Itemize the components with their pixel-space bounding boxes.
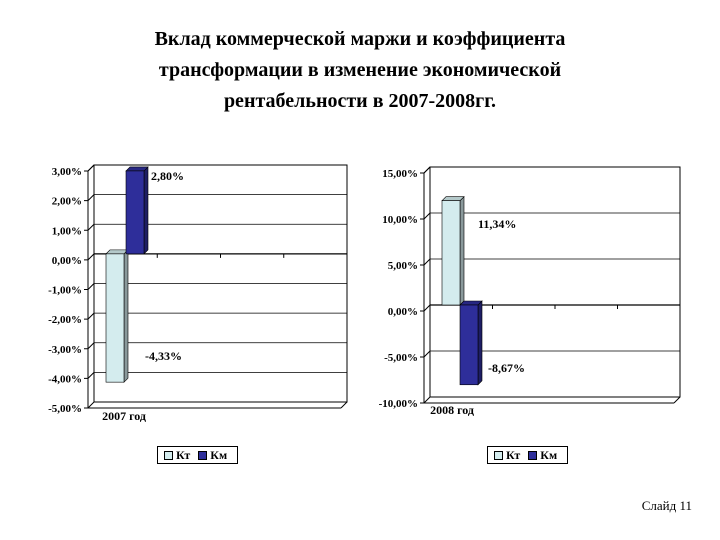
data-label-Км: -8,67%: [488, 361, 525, 375]
slide-number: Слайд 11: [641, 498, 692, 513]
bar-Кт: [441, 200, 461, 306]
gridline-depth: [87, 194, 95, 201]
title-line-3: рентабельности в 2007-2008гг.: [223, 90, 497, 112]
bar-Км: [459, 304, 479, 386]
data-label-Кт: -4,33%: [145, 349, 182, 363]
y-tick-label: -4,00%: [48, 373, 82, 385]
legend-2007: Кт Км: [157, 446, 239, 464]
bar-top-Кт: [441, 196, 465, 201]
x-category-label: 2008 год: [430, 403, 474, 417]
bar-side-Кт: [123, 249, 129, 383]
y-tick-label: -3,00%: [48, 344, 82, 356]
y-tick-label: 15,00%: [382, 168, 418, 180]
y-tick-label: 10,00%: [382, 214, 418, 226]
legend-swatch-km: [528, 450, 538, 460]
legend-label-kt: Кт: [506, 447, 521, 462]
data-label-Кт: 11,34%: [478, 217, 516, 231]
legend-label-km: Км: [210, 447, 228, 462]
gridline-depth: [87, 164, 95, 172]
bar-Кт: [105, 253, 125, 383]
y-tick-label: 2,00%: [52, 196, 82, 208]
y-tick-label: -5,00%: [384, 352, 418, 364]
legend-swatch-kt: [164, 450, 173, 460]
bar-side-Км: [477, 300, 483, 386]
legend-label-kt: Кт: [176, 447, 191, 462]
y-tick-label: 0,00%: [52, 255, 82, 267]
slide-title: Вклад коммерческой маржи и коэффициента …: [60, 24, 660, 117]
title-line-2: трансформации в изменение экономической: [158, 59, 562, 81]
gridline-depth: [87, 401, 95, 409]
gridline-depth: [423, 350, 431, 358]
y-tick-label: 5,00%: [388, 260, 418, 272]
y-tick-label: -10,00%: [379, 398, 418, 410]
gridline-depth: [423, 212, 431, 220]
legend-2008: Кт Км: [487, 446, 569, 464]
title-line-1: Вклад коммерческой маржи и коэффициента: [154, 28, 566, 50]
bar-side-Км: [143, 166, 149, 255]
axis-depth: [340, 401, 348, 409]
legend-swatch-km: [198, 450, 208, 460]
chart-2007: 3,00% 2,00% 1,00% 0,00% -1,00% -2,00% -3,00% -4…: [48, 164, 348, 423]
bar-side-Кт: [459, 195, 465, 306]
data-label-Км: 2,80%: [151, 169, 184, 183]
gridline-depth: [87, 372, 95, 379]
bar-Км: [125, 170, 145, 255]
gridline-depth: [87, 342, 95, 350]
gridline-depth: [87, 283, 95, 290]
y-tick-label: -2,00%: [48, 314, 82, 326]
x-category-label: 2007 год: [102, 409, 146, 423]
y-tick-label: 0,00%: [388, 306, 418, 318]
gridline-depth: [87, 312, 95, 320]
bar-top-Км: [459, 300, 483, 306]
y-tick-label: -5,00%: [48, 403, 82, 415]
bar-top-Кт: [105, 249, 129, 255]
gridline-depth: [423, 166, 431, 174]
gridline-depth: [87, 253, 95, 261]
gridline-depth: [423, 304, 431, 312]
legend-label-km: Км: [540, 447, 558, 462]
chart-2008: 15,00% 10,00% 5,00% 0,00% -5,00% -10,00% 11,34…: [379, 166, 681, 417]
axis-depth: [673, 396, 681, 404]
y-tick-label: 3,00%: [52, 166, 82, 178]
legend-swatch-kt: [494, 450, 503, 460]
gridline-depth: [423, 396, 431, 404]
gridline-depth: [423, 258, 431, 266]
y-tick-label: -1,00%: [48, 285, 82, 297]
y-tick-label: 1,00%: [52, 225, 82, 237]
bar-top-Км: [125, 166, 149, 172]
gridline-depth: [87, 223, 95, 231]
